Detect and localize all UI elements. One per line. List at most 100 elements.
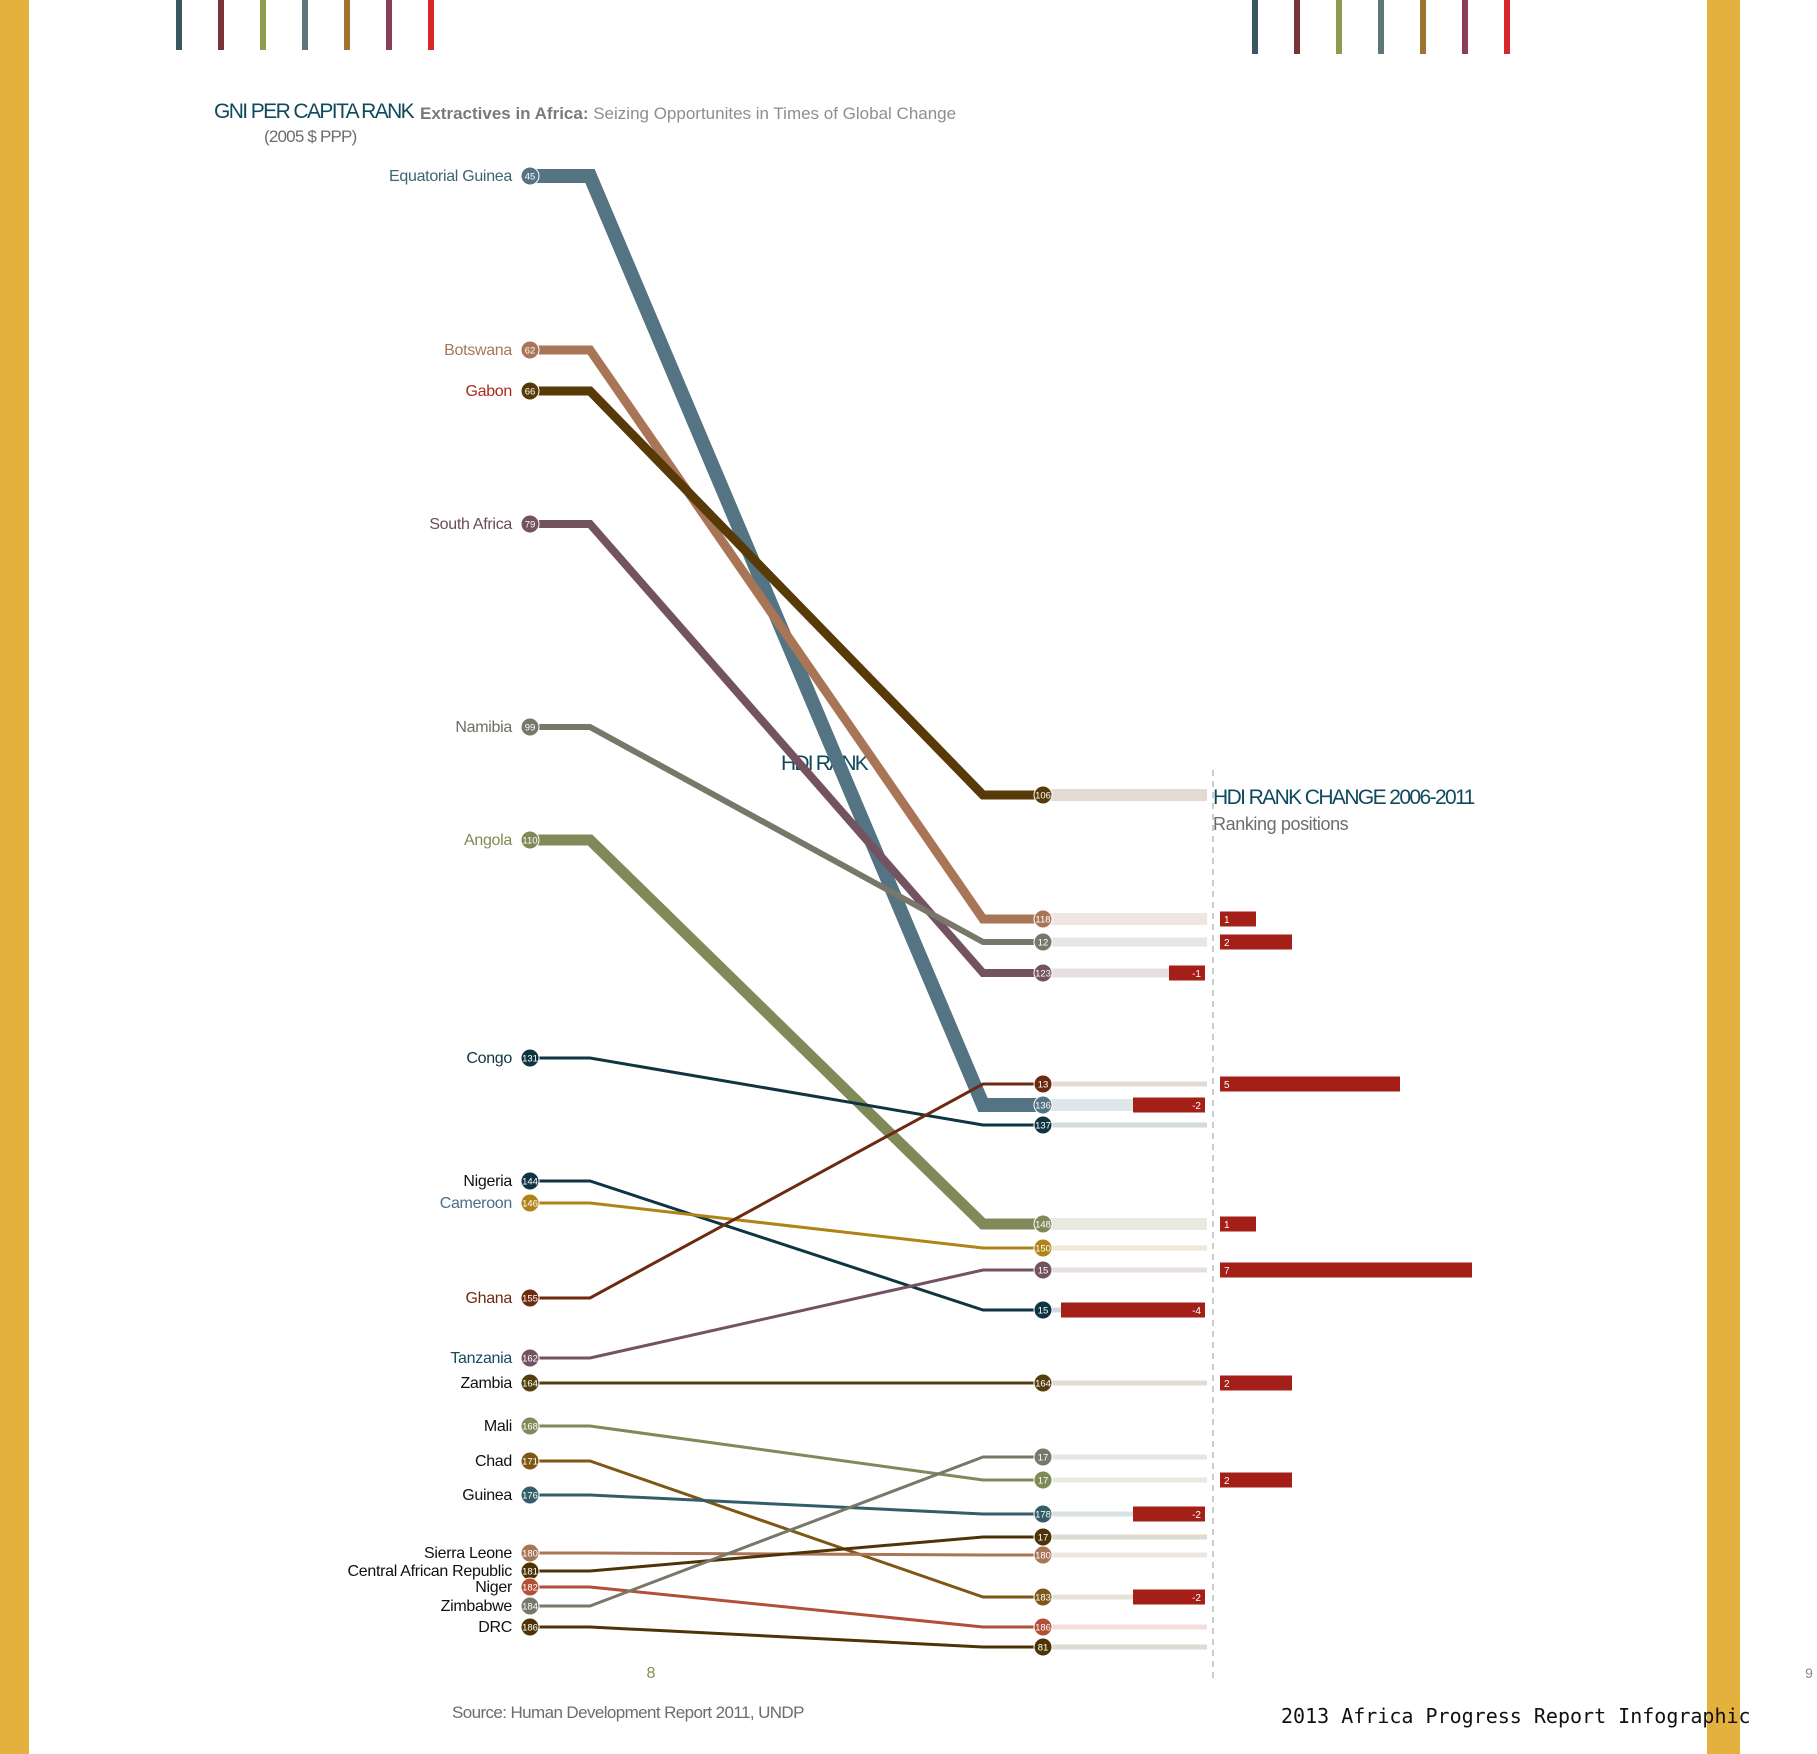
decor-tick	[1462, 0, 1468, 54]
left-border-band	[0, 0, 29, 1754]
hdi-change-bar	[1169, 965, 1205, 981]
country-label: Tanzania	[450, 1350, 512, 1367]
decor-tick	[260, 0, 266, 50]
report-name: 2013 Africa Progress Report Infographic	[1281, 1704, 1751, 1728]
gni-rank-marker	[520, 1617, 540, 1637]
source-note: Source: Human Development Report 2011, U…	[452, 1703, 804, 1722]
hdi-rank-marker	[1033, 1095, 1053, 1115]
hdi-change-value: -1	[1192, 969, 1201, 980]
hdi-change-bar	[1061, 1302, 1205, 1318]
slope-line	[530, 1625, 1043, 1649]
gni-rank-value: 162	[522, 1354, 538, 1365]
hdi-rank-value: 183	[1035, 1593, 1051, 1604]
hdi-rank-marker	[1033, 1115, 1053, 1135]
hdi-rank-marker	[1033, 785, 1053, 805]
slope-line	[530, 1056, 1043, 1127]
hdi-change-value: 2	[1224, 1476, 1230, 1487]
gni-rank-value: 79	[525, 520, 536, 531]
gni-rank-value: 182	[522, 1583, 538, 1594]
country-label: Botswana	[444, 342, 512, 359]
slope-line	[530, 1459, 1043, 1599]
hdi-rank-value: 164	[1035, 1379, 1051, 1390]
country-label: Central African Republic	[348, 1563, 513, 1580]
hdi-rank-value: 186	[1035, 1623, 1051, 1634]
hdi-rank-marker	[1033, 963, 1053, 983]
gni-rank-value: 171	[522, 1457, 538, 1468]
hdi-change-bar	[1133, 1589, 1205, 1605]
decor-tick	[344, 0, 350, 50]
slope-line	[530, 1082, 1043, 1300]
slope-line	[530, 834, 1043, 1230]
hdi-rank-marker	[1033, 1617, 1053, 1637]
slope-line	[530, 520, 1043, 977]
country-label: Sierra Leone	[424, 1545, 512, 1562]
hdi-rank-value: 12	[1038, 938, 1049, 949]
hdi-change-value: -2	[1192, 1510, 1201, 1521]
hdi-rank-value: 15	[1038, 1306, 1049, 1317]
country-label: Chad	[475, 1453, 512, 1470]
decor-tick	[1420, 0, 1426, 54]
hdi-rank-value: 137	[1035, 1121, 1051, 1132]
hdi-change-bar	[1220, 934, 1292, 950]
gni-rank-value: 186	[522, 1623, 538, 1634]
hdi-rank-marker	[1033, 1587, 1053, 1607]
gni-rank-value: 168	[522, 1422, 538, 1433]
country-label: Guinea	[462, 1487, 512, 1504]
hdi-rank-marker	[1033, 1470, 1053, 1490]
country-label: Zimbabwe	[441, 1598, 513, 1615]
decorative-color-ticks-left	[176, 0, 434, 50]
country-label: Cameroon	[440, 1195, 512, 1212]
gni-rank-marker	[520, 381, 540, 401]
gni-rank-marker	[520, 830, 540, 850]
decor-tick	[428, 0, 434, 50]
hdi-rank-value: 118	[1035, 915, 1050, 926]
report-title-bold: Extractives in Africa:	[420, 104, 589, 123]
gni-rank-value: 45	[525, 172, 536, 183]
hdi-rank-marker	[1033, 1300, 1053, 1320]
decor-tick	[1504, 0, 1510, 54]
hdi-change-bar	[1133, 1506, 1205, 1522]
hdi-change-value: -4	[1192, 1306, 1201, 1317]
hdi-change-value: 7	[1224, 1266, 1230, 1277]
hdi-rank-value: 123	[1035, 969, 1051, 980]
gni-rank-value: 110	[522, 836, 537, 847]
gni-rank-marker	[520, 1288, 540, 1308]
hdi-rank-value: 13	[1038, 1080, 1049, 1091]
decor-tick	[1294, 0, 1300, 54]
hdi-rank-marker	[1033, 932, 1053, 952]
gni-rank-value: 176	[522, 1491, 538, 1502]
decorative-color-ticks-right	[1252, 0, 1510, 54]
hdi-change-value: 2	[1224, 1379, 1230, 1390]
page-number-left: 8	[647, 1665, 656, 1682]
gni-rank-marker	[520, 1485, 540, 1505]
country-label: DRC	[478, 1619, 512, 1636]
gni-rank-marker	[520, 1171, 540, 1191]
country-label: Nigeria	[463, 1173, 512, 1190]
country-label: Mali	[484, 1418, 512, 1435]
hdi-change-bar	[1220, 911, 1256, 927]
hdi-rank-value: 15	[1038, 1266, 1049, 1277]
hdi-rank-marker	[1033, 1504, 1053, 1524]
gni-rank-value: 155	[522, 1294, 538, 1305]
gni-rank-value: 144	[522, 1177, 538, 1188]
hdi-rank-value: 17	[1038, 1476, 1049, 1487]
hdi-rank-value: 150	[1035, 1244, 1051, 1255]
hdi-change-bar	[1220, 1262, 1472, 1278]
gni-rank-marker	[520, 717, 540, 737]
gni-rank-marker	[520, 1348, 540, 1368]
hdi-rank-marker	[1033, 1527, 1053, 1547]
country-label: Equatorial Guinea	[389, 168, 512, 185]
decor-tick	[302, 0, 308, 50]
gni-rank-value: 99	[525, 723, 536, 734]
hdi-change-value: 1	[1224, 1220, 1230, 1231]
gni-rank-marker	[520, 1451, 540, 1471]
hdi-change-subtitle: Ranking positions	[1213, 814, 1349, 834]
gni-rank-marker	[520, 514, 540, 534]
report-title-rest: Seizing Opportunites in Times of Global …	[589, 104, 957, 123]
slope-line	[530, 1424, 1043, 1482]
hdi-rank-value: 17	[1038, 1533, 1049, 1544]
hdi-rank-value: 178	[1035, 1510, 1051, 1521]
slope-line	[530, 1535, 1043, 1573]
decor-tick	[218, 0, 224, 50]
